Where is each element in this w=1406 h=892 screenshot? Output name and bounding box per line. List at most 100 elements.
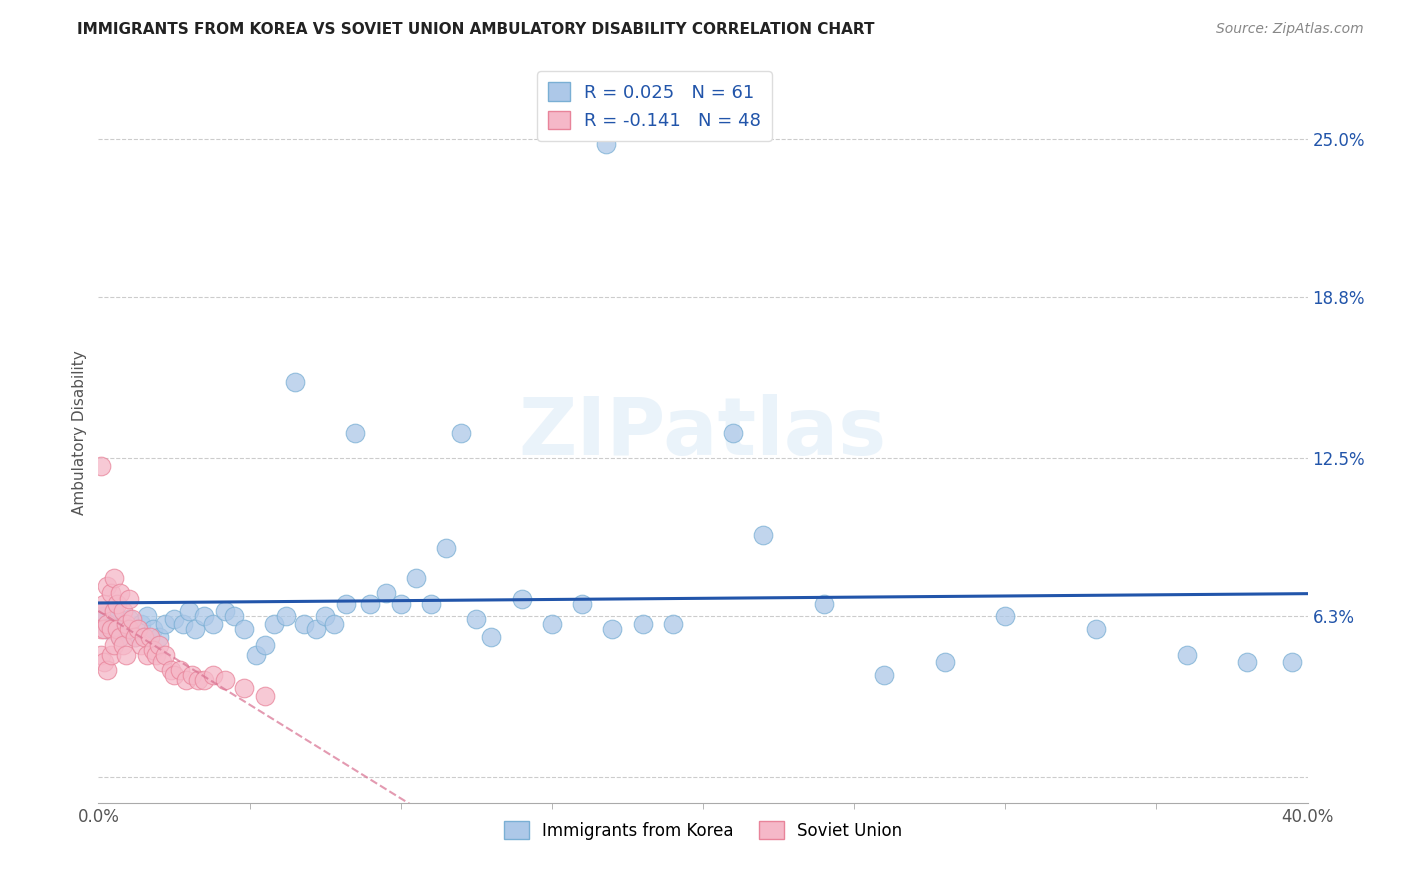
Point <box>232 681 254 695</box>
Point <box>405 571 427 585</box>
Point <box>127 622 149 636</box>
Point <box>169 663 191 677</box>
Point <box>118 591 141 606</box>
Point <box>263 617 285 632</box>
Point <box>465 612 488 626</box>
Point <box>253 689 276 703</box>
Point <box>108 586 131 600</box>
Point <box>434 541 457 555</box>
Point <box>118 622 141 636</box>
Point <box>163 612 186 626</box>
Point <box>202 668 225 682</box>
Point <box>193 609 215 624</box>
Point <box>510 591 533 606</box>
Point <box>214 673 236 688</box>
Point <box>90 604 112 618</box>
Point <box>172 617 194 632</box>
Point <box>160 663 183 677</box>
Point <box>193 673 215 688</box>
Point <box>135 609 157 624</box>
Point <box>314 609 336 624</box>
Point <box>374 586 396 600</box>
Text: IMMIGRANTS FROM KOREA VS SOVIET UNION AMBULATORY DISABILITY CORRELATION CHART: IMMIGRANTS FROM KOREA VS SOVIET UNION AM… <box>77 22 875 37</box>
Point <box>224 609 246 624</box>
Point <box>129 617 152 632</box>
Point <box>284 375 307 389</box>
Point <box>813 597 835 611</box>
Point <box>111 604 134 618</box>
Legend: Immigrants from Korea, Soviet Union: Immigrants from Korea, Soviet Union <box>498 814 908 847</box>
Point <box>96 622 118 636</box>
Point <box>752 527 775 541</box>
Point <box>595 137 617 152</box>
Point <box>90 458 112 473</box>
Point <box>292 617 315 632</box>
Point <box>129 638 152 652</box>
Point <box>1085 622 1108 636</box>
Point <box>114 617 136 632</box>
Point <box>174 673 197 688</box>
Point <box>148 638 170 652</box>
Point <box>481 630 503 644</box>
Point <box>105 597 128 611</box>
Point <box>1236 656 1258 670</box>
Point <box>103 604 125 618</box>
Point <box>187 673 209 688</box>
Point <box>934 656 956 670</box>
Y-axis label: Ambulatory Disability: Ambulatory Disability <box>72 351 87 515</box>
Point <box>631 617 654 632</box>
Point <box>571 597 593 611</box>
Point <box>873 668 896 682</box>
Text: Source: ZipAtlas.com: Source: ZipAtlas.com <box>1216 22 1364 37</box>
Point <box>163 668 186 682</box>
Point <box>245 648 267 662</box>
Point <box>1281 656 1303 670</box>
Point <box>124 630 146 644</box>
Point <box>335 597 357 611</box>
Point <box>540 617 562 632</box>
Point <box>153 617 176 632</box>
Point <box>389 597 412 611</box>
Point <box>105 622 128 636</box>
Point <box>103 571 125 585</box>
Point <box>124 630 146 644</box>
Point <box>103 638 125 652</box>
Point <box>135 648 157 662</box>
Point <box>202 617 225 632</box>
Point <box>111 617 134 632</box>
Point <box>103 604 125 618</box>
Point <box>100 648 122 662</box>
Point <box>344 425 367 440</box>
Point <box>114 648 136 662</box>
Point <box>100 622 122 636</box>
Point <box>108 630 131 644</box>
Point <box>179 604 201 618</box>
Point <box>105 622 128 636</box>
Point <box>96 579 118 593</box>
Point <box>139 630 162 644</box>
Point <box>181 668 204 682</box>
Point <box>96 617 118 632</box>
Point <box>450 425 472 440</box>
Point <box>90 609 112 624</box>
Point <box>121 612 143 626</box>
Point <box>232 622 254 636</box>
Point <box>145 648 167 662</box>
Point <box>90 622 112 636</box>
Point <box>93 609 115 624</box>
Text: ZIPatlas: ZIPatlas <box>519 393 887 472</box>
Point <box>148 630 170 644</box>
Point <box>153 648 176 662</box>
Point <box>274 609 297 624</box>
Point <box>132 630 155 644</box>
Point <box>96 663 118 677</box>
Point <box>93 597 115 611</box>
Point <box>93 622 115 636</box>
Point <box>90 648 112 662</box>
Point <box>108 630 131 644</box>
Point <box>93 656 115 670</box>
Point <box>118 612 141 626</box>
Point <box>323 617 346 632</box>
Point <box>100 586 122 600</box>
Point <box>184 622 207 636</box>
